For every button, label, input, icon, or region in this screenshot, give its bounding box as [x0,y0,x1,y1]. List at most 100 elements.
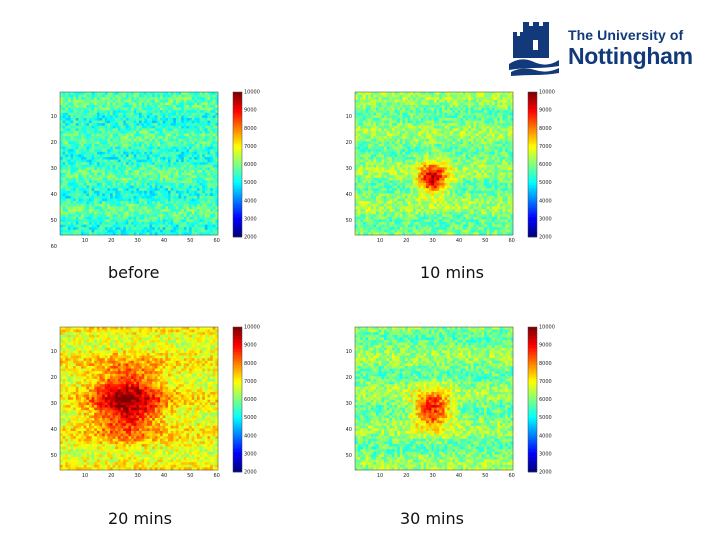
heatmap-cell [125,141,129,145]
heatmap-cell [436,115,440,119]
heatmap-cell [94,94,98,98]
heatmap-cell [131,94,135,98]
heatmap-cell [405,159,409,163]
heatmap-cell [418,112,422,116]
heatmap-cell [173,118,177,121]
heatmap-cell [370,133,374,137]
heatmap-cell [175,138,179,142]
heatmap-cell [86,164,90,168]
heatmap-cell [165,224,169,228]
heatmap-cell [107,131,111,134]
heatmap-cell [149,92,153,95]
heatmap-cell [78,105,82,108]
heatmap-cell [194,216,198,220]
colorbar-before [232,91,243,238]
heatmap-cell [447,146,451,150]
heatmap-cell [386,144,390,147]
heatmap-cell [123,211,127,215]
heatmap-cell [128,94,132,98]
heatmap-cell [133,216,137,220]
heatmap-cell [165,232,169,236]
heatmap-cell [394,118,398,121]
heatmap-cell [141,99,145,103]
heatmap-cell [117,203,121,207]
heatmap-cell [117,224,121,228]
heatmap-cell [376,99,380,103]
colorbar-segment [233,196,242,199]
heatmap-cell [125,201,129,205]
heatmap-cell [415,112,419,116]
heatmap-cell [191,110,195,114]
heatmap-cell [507,128,511,132]
heatmap-cell [355,92,358,95]
heatmap-cell [154,190,158,194]
heatmap-cell [83,94,87,98]
heatmap-cell [415,136,419,140]
heatmap-cell [412,112,416,116]
heatmap-cell [94,146,98,150]
heatmap-cell [189,133,193,137]
heatmap-cell [173,138,177,142]
heatmap-cell [202,131,206,134]
heatmap-cell [136,97,140,101]
heatmap-cell [441,92,445,95]
heatmap-cell [199,164,203,168]
heatmap-cell [115,151,119,155]
heatmap-cell [399,115,403,119]
heatmap-cell [178,123,182,127]
heatmap-cell [131,219,135,223]
colorbar-segment [233,180,242,183]
heatmap-cell [173,209,177,212]
heatmap-cell [507,120,511,124]
heatmap-cell [405,154,409,158]
heatmap-cell [391,133,395,137]
heatmap-cell [75,177,79,181]
heatmap-cell [405,144,409,147]
heatmap-cell [88,128,92,132]
heatmap-cell [510,144,514,147]
colorbar-tick-label: 3000 [244,216,257,222]
heatmap-cell [160,120,164,124]
heatmap-cell [91,201,95,205]
heatmap-cell [110,107,114,111]
heatmap-cell [94,157,98,160]
heatmap-cell [123,110,127,114]
heatmap-cell [186,128,190,132]
heatmap-cell [141,183,145,186]
heatmap-cell [183,94,187,98]
colorbar-segment [233,162,242,165]
heatmap-cell [173,128,177,132]
heatmap-cell [186,172,190,176]
heatmap-cell [502,120,506,124]
heatmap-cell [436,133,440,137]
heatmap-cell [117,232,121,236]
heatmap-cell [386,120,390,124]
heatmap-cell [204,229,208,233]
heatmap-cell [362,133,366,137]
heatmap-cell [507,118,511,121]
heatmap-cell [94,112,98,116]
heatmap-cell [478,125,482,129]
heatmap-cell [86,227,90,231]
heatmap-cell [104,146,108,150]
heatmap-cell [112,198,116,202]
heatmap-cell [167,227,171,231]
heatmap-cell [410,115,414,119]
heatmap-cell [73,125,77,129]
heatmap-cell [386,128,390,132]
heatmap-cell [460,115,464,119]
heatmap-cell [107,203,111,207]
heatmap-cell [181,162,185,166]
heatmap-cell [428,118,432,121]
heatmap-cell [102,144,106,147]
heatmap-cell [510,151,514,155]
heatmap-cell [431,120,435,124]
heatmap-cell [102,206,106,210]
heatmap-cell [60,216,63,220]
heatmap-cell [78,185,82,189]
heatmap-cell [125,149,129,153]
heatmap-cell [154,157,158,160]
heatmap-cell [215,99,219,103]
heatmap-cell [62,128,66,132]
heatmap-cell [399,105,403,108]
